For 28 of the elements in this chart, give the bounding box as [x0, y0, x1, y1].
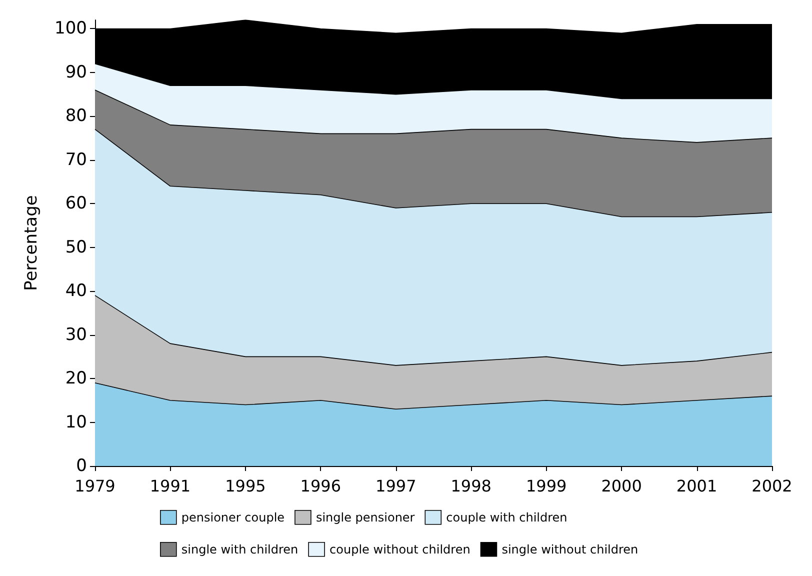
legend-label: single pensioner: [316, 510, 415, 524]
y-tick-label: 10: [65, 412, 87, 432]
y-tick-label: 80: [65, 106, 87, 126]
y-axis-title: Percentage: [22, 195, 42, 291]
x-tick-label: 1995: [225, 476, 266, 496]
y-tick-label: 30: [65, 324, 87, 345]
x-tick-label: 1979: [74, 476, 116, 496]
x-tick-label: 2001: [676, 476, 718, 496]
y-tick-label: 60: [65, 194, 87, 214]
y-tick-label: 50: [65, 237, 87, 258]
x-tick-label: 1999: [526, 476, 567, 496]
x-tick-label: 1996: [300, 476, 342, 496]
y-tick-label: 90: [65, 62, 87, 82]
x-tick-label: 1997: [376, 476, 416, 496]
y-tick-label: 20: [65, 368, 87, 389]
legend-label: pensioner couple: [181, 510, 285, 524]
x-tick-label: 1991: [150, 476, 191, 496]
y-tick-label: 70: [65, 150, 87, 170]
legend-label: single without children: [502, 542, 638, 556]
x-tick-label: 2002: [752, 476, 792, 496]
x-tick-label: 2000: [601, 476, 642, 496]
y-tick-label: 0: [76, 456, 87, 476]
y-tick-label: 100: [54, 18, 87, 39]
x-tick-label: 1998: [450, 476, 492, 496]
legend-label: couple without children: [330, 542, 470, 556]
legend-label: single with children: [181, 542, 298, 556]
y-tick-label: 40: [65, 281, 87, 302]
legend-label: couple with children: [446, 510, 568, 524]
